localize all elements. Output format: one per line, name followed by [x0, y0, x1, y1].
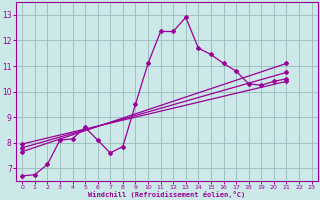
X-axis label: Windchill (Refroidissement éolien,°C): Windchill (Refroidissement éolien,°C): [88, 191, 245, 198]
